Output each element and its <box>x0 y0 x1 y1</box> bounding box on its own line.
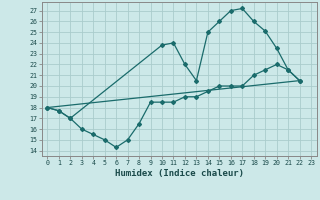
X-axis label: Humidex (Indice chaleur): Humidex (Indice chaleur) <box>115 169 244 178</box>
